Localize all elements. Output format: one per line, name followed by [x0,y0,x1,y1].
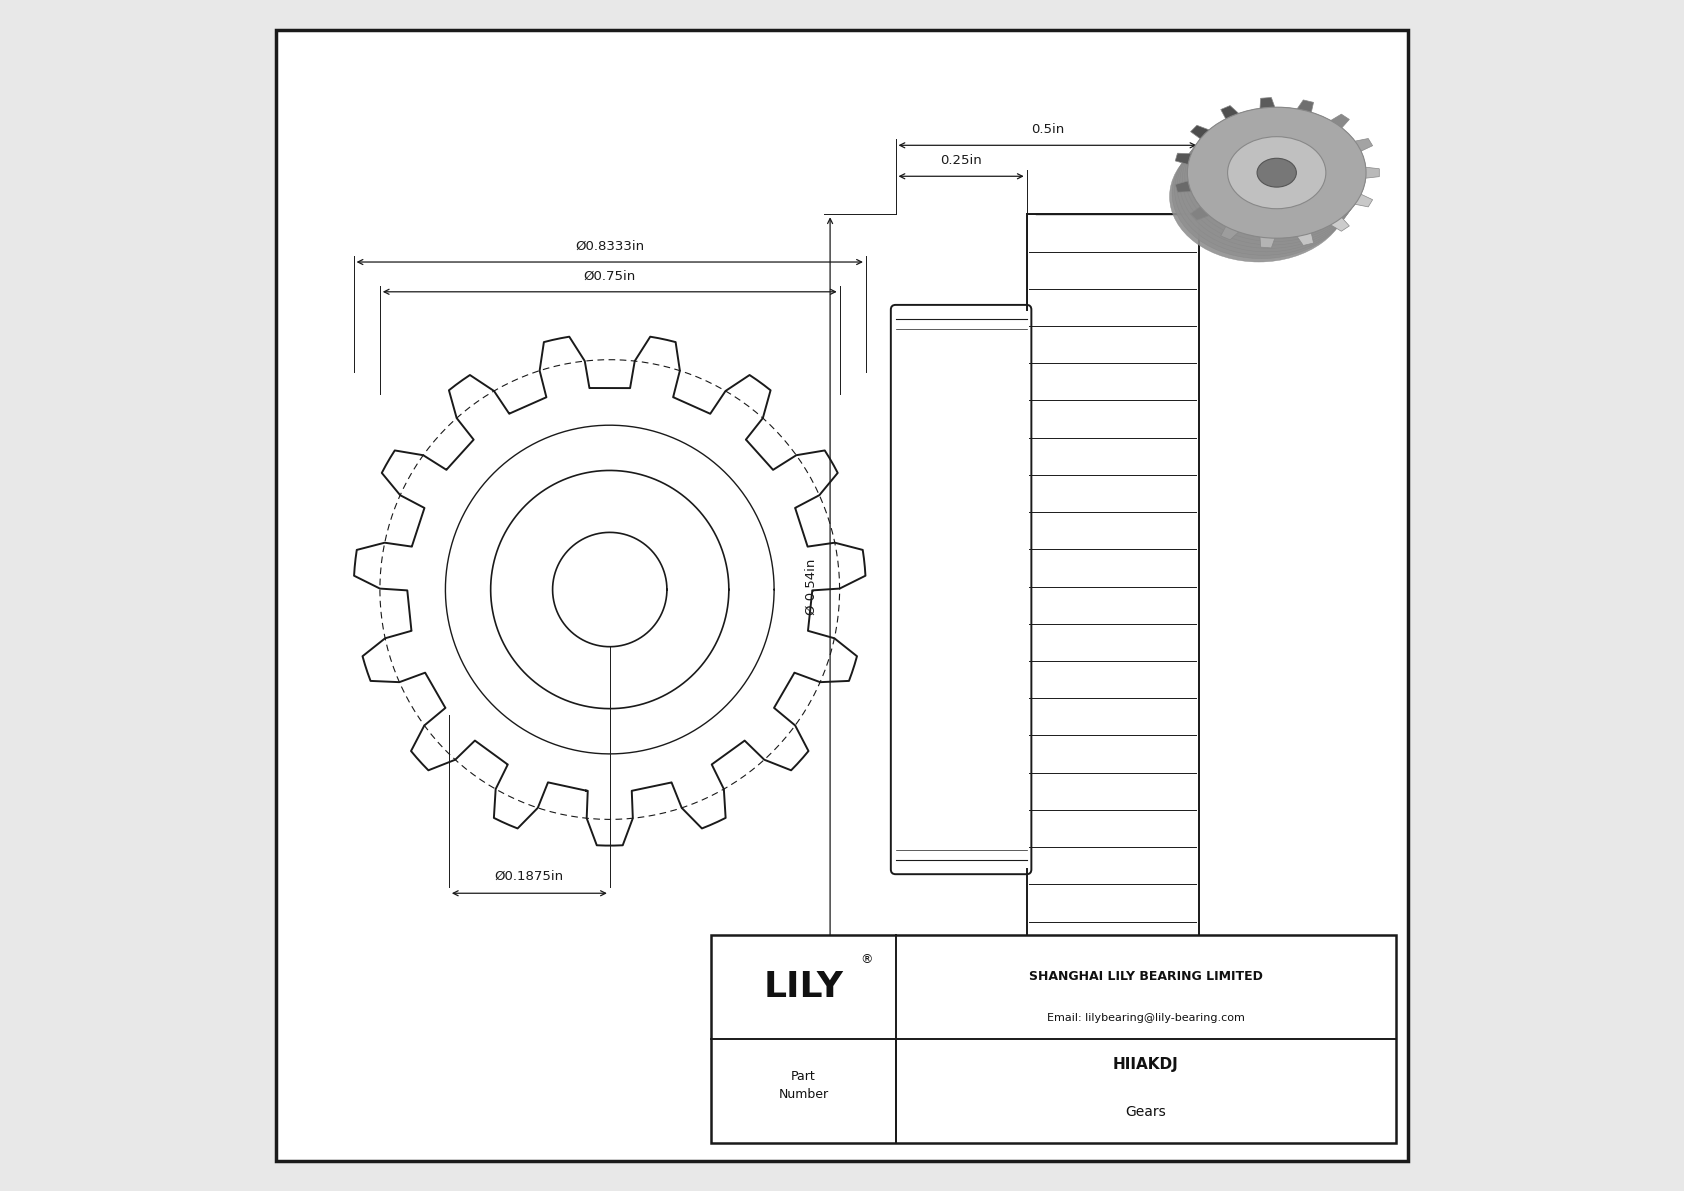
Ellipse shape [1182,114,1361,245]
Text: Email: lilybearing@lily-bearing.com: Email: lilybearing@lily-bearing.com [1047,1014,1244,1023]
Ellipse shape [1256,158,1297,187]
Polygon shape [1293,100,1314,118]
Ellipse shape [1172,127,1351,258]
Polygon shape [1221,222,1243,239]
Polygon shape [1191,125,1216,143]
Polygon shape [1347,138,1372,154]
Polygon shape [1325,114,1349,132]
Text: Ø0.1875in: Ø0.1875in [495,869,564,883]
Polygon shape [1191,202,1216,220]
Ellipse shape [1177,120,1356,251]
Text: HIIAKDJ: HIIAKDJ [1113,1056,1179,1072]
Text: 0.25in: 0.25in [940,154,982,167]
Ellipse shape [1186,111,1364,242]
Ellipse shape [1187,107,1366,238]
Text: Ø0.8333in: Ø0.8333in [576,239,645,252]
Ellipse shape [1228,137,1325,208]
Polygon shape [1347,192,1372,207]
Ellipse shape [1187,107,1366,238]
Polygon shape [1293,227,1314,245]
Polygon shape [1260,231,1276,248]
Ellipse shape [1180,118,1359,249]
Text: ®: ® [861,953,872,966]
Text: LILY: LILY [763,969,844,1004]
Ellipse shape [1169,131,1349,262]
Text: Ø 0.54in: Ø 0.54in [805,559,818,615]
Polygon shape [1260,98,1276,114]
Text: Part
Number: Part Number [778,1070,829,1100]
Text: SHANGHAI LILY BEARING LIMITED: SHANGHAI LILY BEARING LIMITED [1029,971,1263,983]
Polygon shape [1221,106,1243,124]
Polygon shape [1359,167,1379,179]
Ellipse shape [1175,124,1354,255]
Polygon shape [1175,179,1199,192]
Text: Gears: Gears [1125,1105,1167,1120]
Bar [711,935,1396,1143]
Polygon shape [1325,213,1349,231]
Polygon shape [1175,154,1199,167]
Text: 0.5in: 0.5in [1031,123,1064,136]
Text: Ø0.75in: Ø0.75in [584,269,637,282]
